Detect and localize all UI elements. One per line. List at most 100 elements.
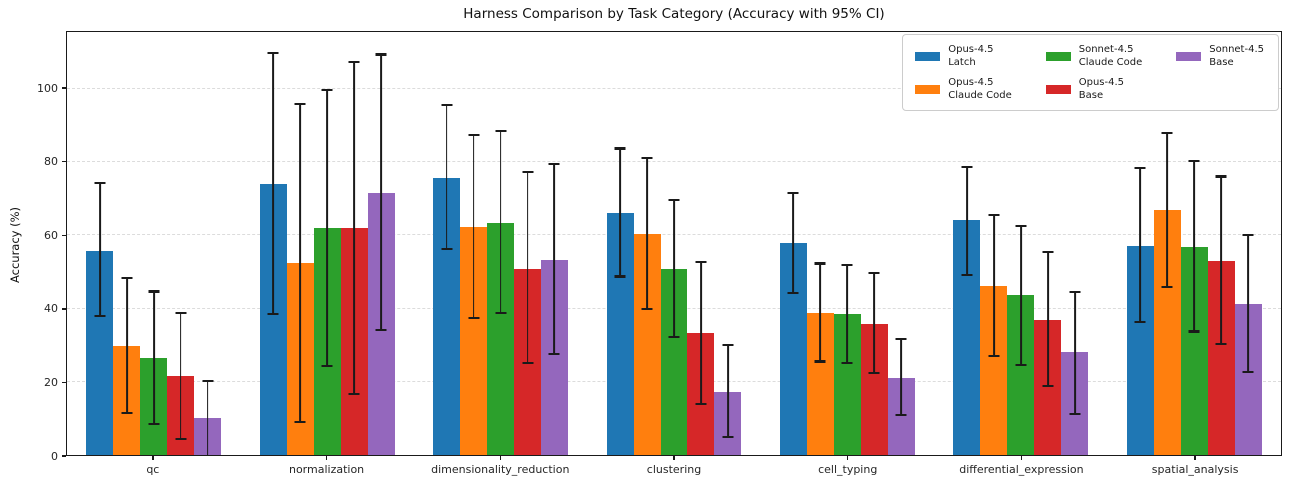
error-bar xyxy=(86,181,113,318)
error-bar-line xyxy=(553,163,556,355)
x-tick-mark xyxy=(847,456,849,460)
error-bar-line xyxy=(206,381,209,455)
x-tick-label-dimensionality_reduction: dimensionality_reduction xyxy=(431,463,570,476)
error-bar-cap-top xyxy=(175,312,187,315)
error-bar-cap-bottom xyxy=(495,312,507,315)
error-bar-line xyxy=(992,215,995,357)
error-bar-line xyxy=(1019,226,1022,365)
error-bar xyxy=(888,338,915,417)
bar-slot xyxy=(540,32,568,455)
error-bar-line xyxy=(125,278,128,414)
legend-swatch xyxy=(915,51,941,61)
bar-slot xyxy=(860,32,888,455)
error-bar-cap-top xyxy=(267,52,279,55)
error-bar xyxy=(780,191,807,294)
error-bar-cap-top xyxy=(468,133,480,136)
bar-slot xyxy=(1007,32,1035,455)
error-bar-cap-bottom xyxy=(668,335,680,338)
error-bar-cap-top xyxy=(548,162,560,165)
legend-swatch xyxy=(915,84,941,94)
error-bar-cap-top xyxy=(321,88,333,91)
legend: Opus-4.5 Latch Opus-4.5 Claude Code Sonnet… xyxy=(902,34,1279,111)
error-bar xyxy=(807,262,834,363)
gridline-y100 xyxy=(67,87,1281,89)
error-bar xyxy=(167,312,194,440)
bar-slot xyxy=(660,32,688,455)
error-bar xyxy=(368,53,395,332)
bar-slot xyxy=(1153,32,1181,455)
error-bar-line xyxy=(380,54,382,331)
error-bar-cap-top xyxy=(961,165,973,168)
error-bar-cap-bottom xyxy=(267,312,279,316)
error-bar-cap-top xyxy=(722,344,734,347)
error-bar xyxy=(687,261,714,406)
error-bar-line xyxy=(98,182,101,317)
y-tick-mark xyxy=(62,308,66,310)
bar-slot xyxy=(1126,32,1154,455)
error-bar-line xyxy=(353,62,355,395)
error-bar xyxy=(460,133,487,320)
error-bar xyxy=(341,61,368,396)
error-bar-cap-bottom xyxy=(468,317,480,320)
bar-slot xyxy=(953,32,981,455)
x-tick-mark xyxy=(152,456,154,460)
error-bar-cap-top xyxy=(814,262,826,265)
legend-swatch xyxy=(1045,84,1071,94)
error-bar-cap-top xyxy=(787,191,799,194)
error-bar-cap-top xyxy=(348,61,360,64)
error-bar-cap-bottom xyxy=(1015,363,1027,366)
error-bar xyxy=(634,157,661,311)
error-bar xyxy=(194,380,221,455)
error-bar-cap-top xyxy=(121,277,133,280)
error-bar xyxy=(861,272,888,375)
error-bar-line xyxy=(1220,176,1223,345)
error-bar xyxy=(113,277,140,415)
bar-slot xyxy=(887,32,915,455)
legend-swatch xyxy=(1045,51,1071,61)
error-bar xyxy=(1181,159,1208,333)
error-bar-cap-bottom xyxy=(614,275,626,278)
error-bar-line xyxy=(619,148,621,277)
bar-group-qc xyxy=(67,32,240,455)
error-bar-cap-top xyxy=(668,199,680,202)
error-bar xyxy=(1154,131,1181,288)
error-bar-cap-bottom xyxy=(375,328,387,332)
error-bar-line xyxy=(445,104,448,250)
bar-group-normalization xyxy=(240,32,413,455)
error-bar-line xyxy=(299,103,302,423)
error-bar xyxy=(287,102,314,424)
error-bar-cap-top xyxy=(841,263,853,266)
bar-slot xyxy=(487,32,515,455)
y-axis-label: Accuracy (%) xyxy=(8,206,22,284)
error-bar xyxy=(541,162,568,356)
error-bar-cap-bottom xyxy=(1042,384,1054,388)
error-bar xyxy=(1208,175,1235,346)
bar-slot xyxy=(194,32,222,455)
error-bar-cap-top xyxy=(94,181,106,185)
error-bar-cap-top xyxy=(1242,233,1254,236)
bar-group-cell_typing xyxy=(761,32,934,455)
error-bar xyxy=(1007,225,1034,366)
x-tick-mark xyxy=(325,456,328,460)
error-bar-line xyxy=(1247,234,1250,372)
error-bar-cap-top xyxy=(495,130,507,133)
error-bar-cap-bottom xyxy=(294,420,306,424)
error-bar-cap-top xyxy=(614,147,626,150)
error-bar-cap-bottom xyxy=(1134,320,1146,323)
error-bar-line xyxy=(1046,251,1049,387)
error-bar-line xyxy=(1139,167,1142,322)
x-tick-label-spatial_analysis: spatial_analysis xyxy=(1151,463,1239,476)
error-bar-cap-bottom xyxy=(175,437,187,440)
error-bar-cap-bottom xyxy=(441,248,453,251)
error-bar-line xyxy=(700,262,702,405)
error-bar xyxy=(980,214,1007,358)
y-tick-mark xyxy=(62,87,66,89)
error-bar-cap-top xyxy=(1015,225,1027,228)
error-bar xyxy=(661,199,688,338)
error-bar-cap-top xyxy=(441,103,453,106)
error-bar-cap-bottom xyxy=(841,362,853,365)
error-bar-line xyxy=(819,263,822,362)
error-bar-cap-bottom xyxy=(1242,370,1254,373)
error-bar-line xyxy=(272,53,275,315)
error-bar-cap-top xyxy=(988,214,1000,217)
